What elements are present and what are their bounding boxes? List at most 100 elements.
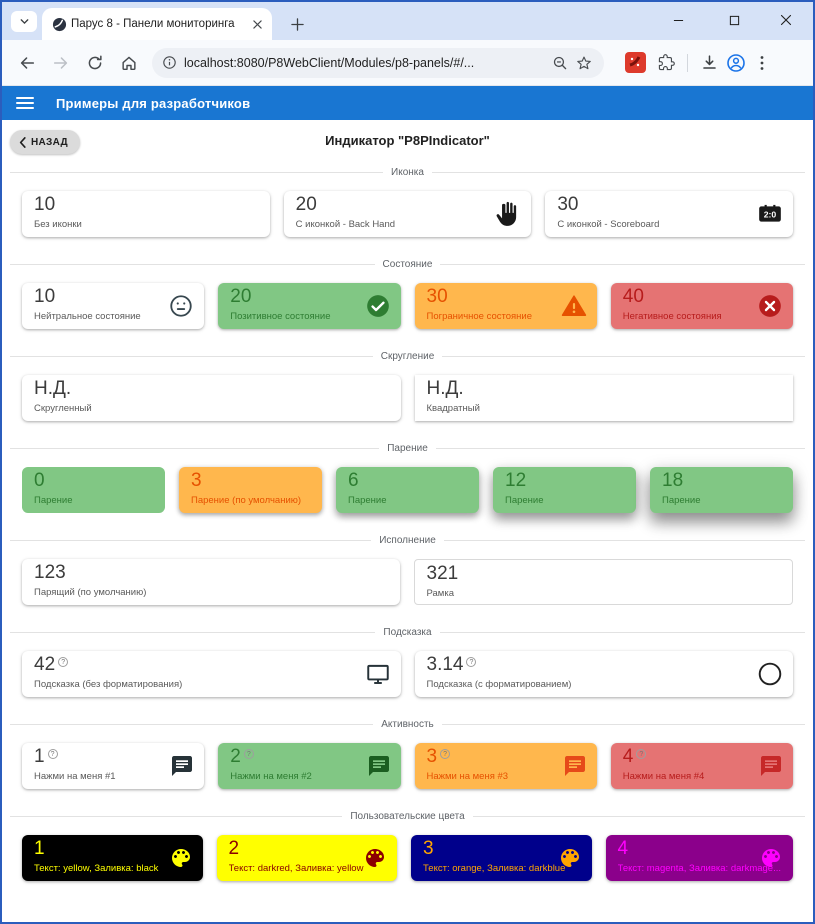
indicator-card-tooltip[interactable]: 42? Подсказка (без форматирования) — [22, 651, 401, 697]
home-icon — [122, 56, 136, 70]
indicator-card-elev6: 6 Парение — [336, 467, 479, 513]
section-label: Исполнение — [379, 534, 436, 546]
svg-text:2:0: 2:0 — [764, 210, 777, 220]
home-button[interactable] — [114, 48, 144, 78]
indicator-card-negative: 40 Негативное состояния — [610, 283, 793, 329]
section-label: Состояние — [382, 258, 433, 270]
indicator-value: 30 — [426, 286, 448, 307]
section-label: Иконка — [391, 166, 424, 178]
section-label: Активность — [381, 718, 434, 730]
chevron-down-icon — [20, 19, 28, 25]
app-title: Примеры для разработчиков — [56, 95, 251, 111]
back-nav-button[interactable]: НАЗАД — [10, 130, 80, 154]
palette-icon — [169, 846, 193, 870]
comment-icon — [170, 754, 194, 778]
help-icon: ? — [58, 657, 69, 667]
indicator-value: Н.Д. — [34, 378, 72, 399]
cancel-circle-icon — [757, 293, 783, 319]
indicator-value: 12 — [505, 470, 527, 491]
clickable-indicator-card[interactable]: 2? Нажми на меня #2 — [218, 743, 401, 789]
indicator-label: Текст: darkred, Заливка: yellow — [228, 863, 364, 874]
monitor-icon — [365, 661, 391, 687]
indicator-card-elev0: 0 Парение — [22, 467, 165, 513]
indicator-value: 3? — [427, 745, 585, 769]
indicator-label: Текст: magenta, Заливка: darkmage... — [617, 863, 781, 874]
reload-button[interactable] — [80, 48, 110, 78]
custom-color-card: 3 Текст: orange, Заливка: darkblue — [411, 835, 592, 881]
zoom-button[interactable] — [548, 51, 572, 75]
extension-red-icon[interactable] — [625, 52, 646, 73]
help-icon: ? — [466, 657, 477, 667]
indicator-value: 3 — [191, 470, 202, 491]
clickable-indicator-card[interactable]: 3? Нажми на меня #3 — [414, 743, 597, 789]
downloads-button[interactable] — [696, 50, 722, 76]
tab-search-button[interactable] — [11, 11, 37, 32]
minimize-icon — [673, 19, 683, 21]
tab-title: Парус 8 - Панели мониторинга — [71, 18, 235, 30]
back-button[interactable] — [12, 48, 42, 78]
indicator-value: 2 — [228, 838, 240, 859]
tab-close-button[interactable] — [248, 15, 266, 33]
toolbar-right — [618, 49, 774, 77]
custom-color-card: 4 Текст: magenta, Заливка: darkmage... — [605, 835, 793, 881]
indicator-label: С иконкой - Scoreboard — [557, 219, 660, 230]
indicator-label: Парение — [662, 495, 701, 506]
menu-button[interactable] — [750, 51, 774, 75]
indicator-value: 20 — [230, 286, 252, 307]
section-divider-activity: Активность — [10, 714, 805, 734]
indicator-label: Текст: yellow, Заливка: black — [34, 863, 159, 874]
scoreboard-icon: 2:0 — [757, 201, 783, 227]
indicator-label: Парение — [34, 495, 73, 506]
window-close-button[interactable] — [763, 2, 809, 38]
custom-color-card: 1 Текст: yellow, Заливка: black — [22, 835, 203, 881]
indicator-card: 30 С иконкой - Scoreboard 2:0 — [545, 191, 794, 237]
indicator-label: С иконкой - Back Hand — [295, 219, 396, 230]
neutral-face-icon — [168, 293, 194, 319]
browser-tab[interactable]: Парус 8 - Панели мониторинга — [42, 8, 272, 40]
indicator-card-tooltip[interactable]: 3.14? Подсказка (с форматированием) — [414, 651, 793, 697]
menu-hamburger-button[interactable] — [16, 97, 34, 109]
activity-row: 1? Нажми на меня #1 2? Нажми на меня #2 … — [2, 743, 813, 789]
check-circle-icon — [365, 293, 391, 319]
url-bar[interactable]: localhost:8080/P8WebClient/Modules/p8-pa… — [152, 47, 604, 78]
help-icon: ? — [47, 749, 58, 759]
account-icon — [727, 53, 745, 72]
indicator-value: 6 — [348, 470, 359, 491]
back-label: НАЗАД — [31, 136, 68, 148]
indicator-label: Подсказка (с форматированием) — [426, 679, 572, 690]
back-hand-icon — [495, 201, 521, 227]
indicator-value: 1 — [34, 838, 45, 859]
indicator-value: 10 — [34, 194, 56, 215]
arrow-back-icon — [20, 56, 35, 69]
download-icon — [702, 55, 716, 69]
app-bar: Примеры для разработчиков — [2, 86, 813, 120]
indicator-label: Без иконки — [34, 219, 82, 230]
window-maximize-button[interactable] — [711, 2, 757, 38]
indicator-card-square: Н.Д. Квадратный — [414, 375, 793, 421]
variant-row: 123 Парящий (по умолчанию) 321 Рамка — [2, 559, 813, 605]
indicator-label: Парение (по умолчанию) — [191, 495, 302, 506]
indicator-card-outlined: 321 Рамка — [413, 559, 793, 605]
indicator-label: Нажми на меня #4 — [622, 771, 705, 782]
circle-outline-icon — [757, 661, 783, 687]
profile-button[interactable] — [722, 49, 750, 77]
indicator-label: Парение — [348, 495, 387, 506]
plus-icon — [290, 17, 304, 31]
custom-colors-row: 1 Текст: yellow, Заливка: black 2 Текст:… — [2, 835, 813, 881]
new-tab-button[interactable] — [285, 12, 309, 36]
url-text[interactable]: localhost:8080/P8WebClient/Modules/p8-pa… — [184, 55, 475, 70]
window-minimize-button[interactable] — [655, 2, 701, 38]
bookmark-button[interactable] — [572, 51, 596, 75]
comment-icon — [759, 754, 783, 778]
arrow-forward-icon — [53, 56, 68, 69]
tab-strip: Парус 8 - Панели мониторинга — [2, 2, 813, 40]
chevron-left-icon — [19, 136, 26, 148]
forward-button[interactable] — [46, 48, 76, 78]
indicator-value: 321 — [426, 563, 459, 584]
section-label: Подсказка — [383, 626, 432, 638]
extensions-button[interactable] — [653, 50, 679, 76]
site-info-icon[interactable] — [162, 55, 177, 70]
clickable-indicator-card[interactable]: 1? Нажми на меня #1 — [22, 743, 205, 789]
clickable-indicator-card[interactable]: 4? Нажми на меня #4 — [610, 743, 793, 789]
indicator-card-neutral: 10 Нейтральное состояние — [22, 283, 205, 329]
